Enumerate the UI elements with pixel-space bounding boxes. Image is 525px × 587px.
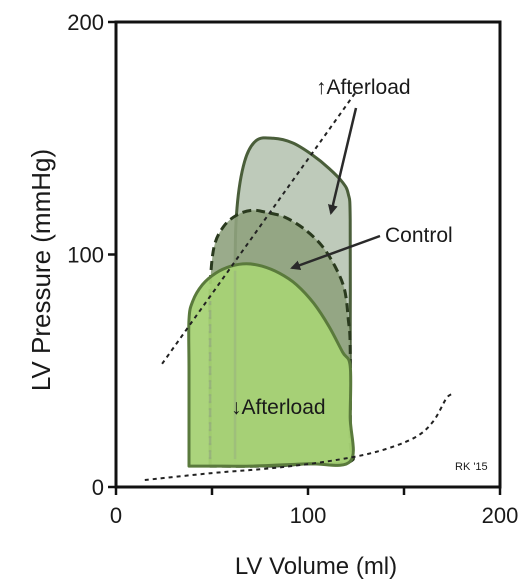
edpvr-line	[144, 393, 453, 481]
y-axis-label: LV Pressure (mmHg)	[26, 149, 56, 391]
signature: RK '15	[455, 461, 488, 473]
y-tick-label: 200	[67, 10, 104, 35]
annotation-increased-afterload: ↑Afterload	[316, 76, 411, 99]
pv-loops	[187, 136, 355, 468]
arrow-increased-afterload	[327, 107, 358, 215]
y-tick-label: 100	[67, 243, 104, 268]
x-tick-label: 100	[290, 503, 327, 528]
pressure-volume-relations	[144, 91, 453, 481]
arrow-control	[290, 234, 381, 270]
y-tick-label: 0	[92, 475, 104, 500]
x-tick-label: 0	[110, 503, 122, 528]
x-axis-ticks: 0 100 200	[110, 487, 518, 528]
loop-decreased-afterload	[187, 262, 355, 468]
annotation-control: Control	[385, 224, 453, 247]
x-axis-label: LV Volume (ml)	[235, 553, 397, 580]
annotation-decreased-afterload: ↓Afterload	[231, 396, 326, 419]
y-axis-ticks: 0 100 200	[67, 10, 116, 500]
x-tick-label: 200	[482, 503, 519, 528]
